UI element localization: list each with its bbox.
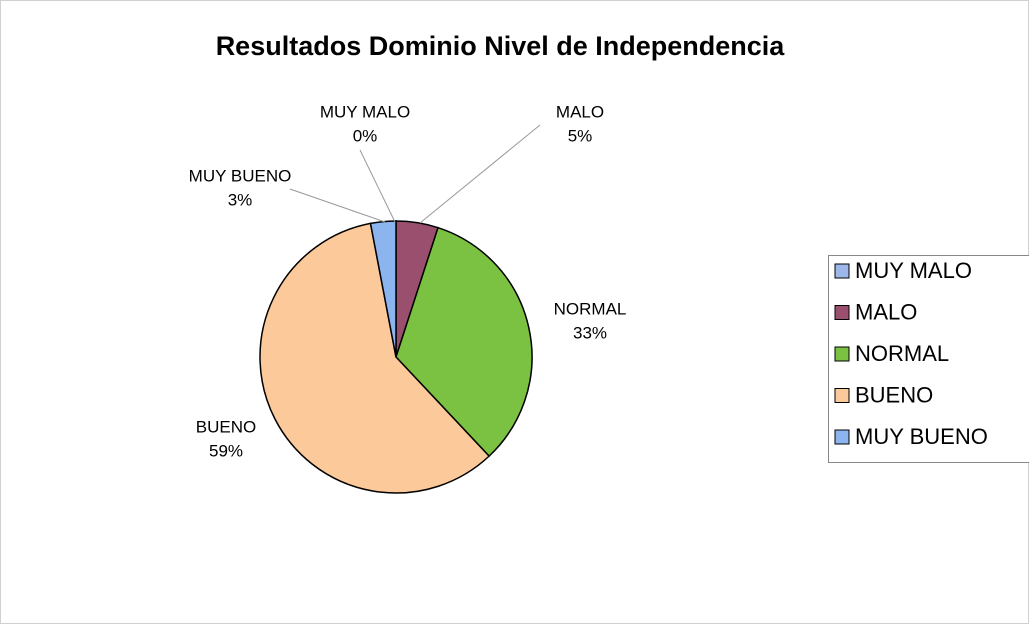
data-label-name: MALO bbox=[556, 102, 604, 121]
legend-swatch bbox=[834, 305, 850, 320]
chart-title: Resultados Dominio Nivel de Independenci… bbox=[216, 31, 786, 61]
legend-label: MUY MALO bbox=[855, 258, 972, 283]
legend-label: MALO bbox=[855, 299, 917, 324]
legend-label: NORMAL bbox=[855, 341, 949, 366]
leader-line bbox=[419, 124, 541, 224]
leader-line bbox=[359, 149, 396, 223]
data-label-value: 0% bbox=[353, 126, 378, 145]
data-label-value: 59% bbox=[209, 441, 243, 460]
legend-swatch bbox=[834, 429, 850, 445]
pie-slice bbox=[259, 222, 491, 494]
data-label-value: 3% bbox=[228, 190, 253, 209]
data-label-value: 33% bbox=[573, 323, 607, 342]
legend-label: BUENO bbox=[855, 382, 933, 407]
data-label-value: 5% bbox=[568, 126, 593, 145]
legend-swatch bbox=[834, 388, 850, 403]
leader-line bbox=[289, 188, 386, 223]
data-label-name: MUY MALO bbox=[320, 102, 410, 121]
pie-slice bbox=[395, 226, 533, 458]
legend-box bbox=[828, 255, 1029, 463]
data-label-name: MUY BUENO bbox=[189, 166, 292, 185]
legend-swatch bbox=[834, 346, 850, 362]
legend-label: MUY BUENO bbox=[855, 424, 988, 449]
legend-swatch bbox=[834, 263, 850, 279]
data-label-name: NORMAL bbox=[554, 299, 627, 318]
data-label-name: BUENO bbox=[196, 417, 256, 436]
